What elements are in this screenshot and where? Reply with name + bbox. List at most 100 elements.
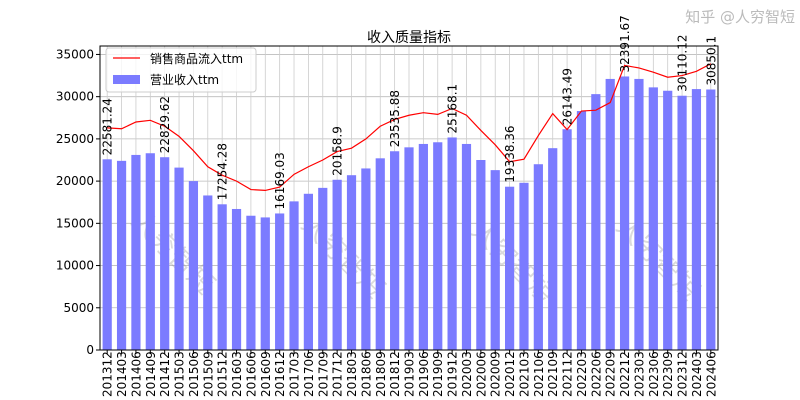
x-tick-label: 201503 — [173, 351, 187, 397]
data-label: 22581.24 — [101, 98, 115, 155]
bar — [619, 76, 630, 351]
line-path — [107, 63, 712, 192]
x-tick-label: 201809 — [374, 351, 388, 397]
x-tick-label: 202209 — [604, 351, 618, 397]
data-label: 17254.28 — [216, 143, 230, 200]
x-tick-label: 202212 — [618, 351, 632, 397]
y-tick-label: 35000 — [56, 47, 94, 61]
x-tick-label: 202406 — [704, 351, 718, 397]
x-tick-label: 201506 — [187, 351, 201, 397]
x-tick-label: 202309 — [661, 351, 675, 397]
bar — [375, 158, 385, 350]
x-tick-label: 202303 — [632, 351, 646, 397]
data-label: 25168.1 — [446, 84, 460, 134]
bar — [418, 143, 428, 350]
bar — [246, 215, 256, 350]
x-axis: 201312 201403 201406 201409 201412 201503 2015… — [101, 350, 718, 397]
data-label: 26143.49 — [561, 68, 575, 125]
bar — [548, 148, 558, 350]
bar — [116, 160, 127, 350]
x-tick-label: 202003 — [460, 351, 474, 397]
x-tick-label: 202106 — [532, 351, 546, 397]
data-label: 16169.03 — [273, 152, 287, 209]
bar — [433, 142, 443, 350]
bar — [346, 175, 357, 350]
bar — [160, 157, 170, 350]
bar — [361, 168, 371, 350]
data-label: 30850.1 — [704, 36, 718, 86]
x-tick-label: 202403 — [690, 351, 704, 397]
bar — [188, 181, 199, 350]
bar — [404, 147, 414, 350]
bar — [476, 160, 486, 350]
bar — [562, 129, 572, 350]
x-tick-label: 202109 — [546, 351, 560, 397]
y-axis: 0 5000 10000 15000 20000 25000 30000 35000 — [56, 47, 100, 357]
x-tick-label: 201909 — [431, 351, 445, 397]
y-tick-label: 15000 — [56, 216, 94, 230]
bar — [706, 89, 716, 351]
x-tick-label: 202103 — [517, 351, 531, 397]
bar — [145, 153, 155, 350]
bar — [505, 186, 515, 350]
bar — [677, 95, 687, 351]
legend-label-line: 销售商品流入ttm — [150, 51, 243, 66]
x-tick-label: 201406 — [129, 351, 143, 397]
x-tick-label: 201712 — [331, 351, 345, 397]
x-tick-label: 202312 — [676, 351, 690, 397]
bar — [490, 170, 500, 350]
bar — [289, 201, 299, 350]
chart-title: 收入质量指标 — [367, 30, 451, 46]
x-tick-label: 201609 — [259, 351, 273, 397]
bar-series — [102, 76, 716, 351]
y-tick-label: 20000 — [56, 174, 94, 188]
x-tick-label: 202009 — [489, 351, 503, 397]
x-tick-label: 202206 — [589, 351, 603, 397]
x-tick-label: 201903 — [403, 351, 417, 397]
legend-label-bar: 营业收入ttm — [150, 73, 219, 87]
credit-watermark: 知乎 @人穷智短 — [685, 8, 795, 26]
y-tick-label: 5000 — [63, 301, 94, 315]
data-label: 23535.88 — [388, 90, 402, 147]
y-tick-label: 10000 — [56, 259, 94, 273]
data-label: 22829.62 — [158, 96, 172, 153]
bar — [591, 94, 601, 350]
y-tick-label: 25000 — [56, 132, 94, 146]
x-tick-label: 201806 — [359, 351, 373, 397]
x-tick-label: 201709 — [316, 351, 330, 397]
bar — [634, 78, 644, 350]
plot-frame — [99, 45, 719, 351]
bar — [691, 89, 702, 351]
data-labels: 22581.24 22829.62 17254.28 16169.03 20158.9 2… — [101, 15, 719, 209]
x-tick-label: 201512 — [216, 351, 230, 397]
bar — [663, 90, 673, 350]
x-tick-label: 202012 — [503, 351, 517, 397]
bar — [303, 193, 313, 350]
bar — [648, 87, 658, 350]
x-tick-label: 201509 — [201, 351, 215, 397]
bar — [390, 151, 400, 350]
x-tick-label: 201412 — [158, 351, 172, 397]
legend-bar-swatch — [113, 75, 140, 84]
x-tick-label: 201403 — [115, 351, 129, 397]
x-tick-label: 201906 — [417, 351, 431, 397]
y-tick-label: 30000 — [56, 90, 94, 104]
x-tick-label: 201606 — [244, 351, 258, 397]
bar — [519, 182, 529, 350]
bar — [461, 143, 472, 350]
data-label: 20158.9 — [331, 126, 345, 176]
x-tick-label: 201603 — [230, 351, 244, 397]
bar — [174, 167, 184, 350]
x-tick-label: 201703 — [288, 351, 302, 397]
x-tick-label: 201312 — [101, 351, 115, 397]
data-label: 32391.67 — [618, 15, 632, 72]
bar — [131, 154, 141, 350]
bar — [332, 179, 342, 350]
data-label: 19338.36 — [503, 125, 517, 182]
bar — [275, 213, 285, 350]
x-tick-label: 201706 — [302, 351, 316, 397]
x-tick-label: 201812 — [388, 351, 402, 397]
y-tick-label: 0 — [86, 343, 94, 357]
bar — [203, 195, 213, 350]
